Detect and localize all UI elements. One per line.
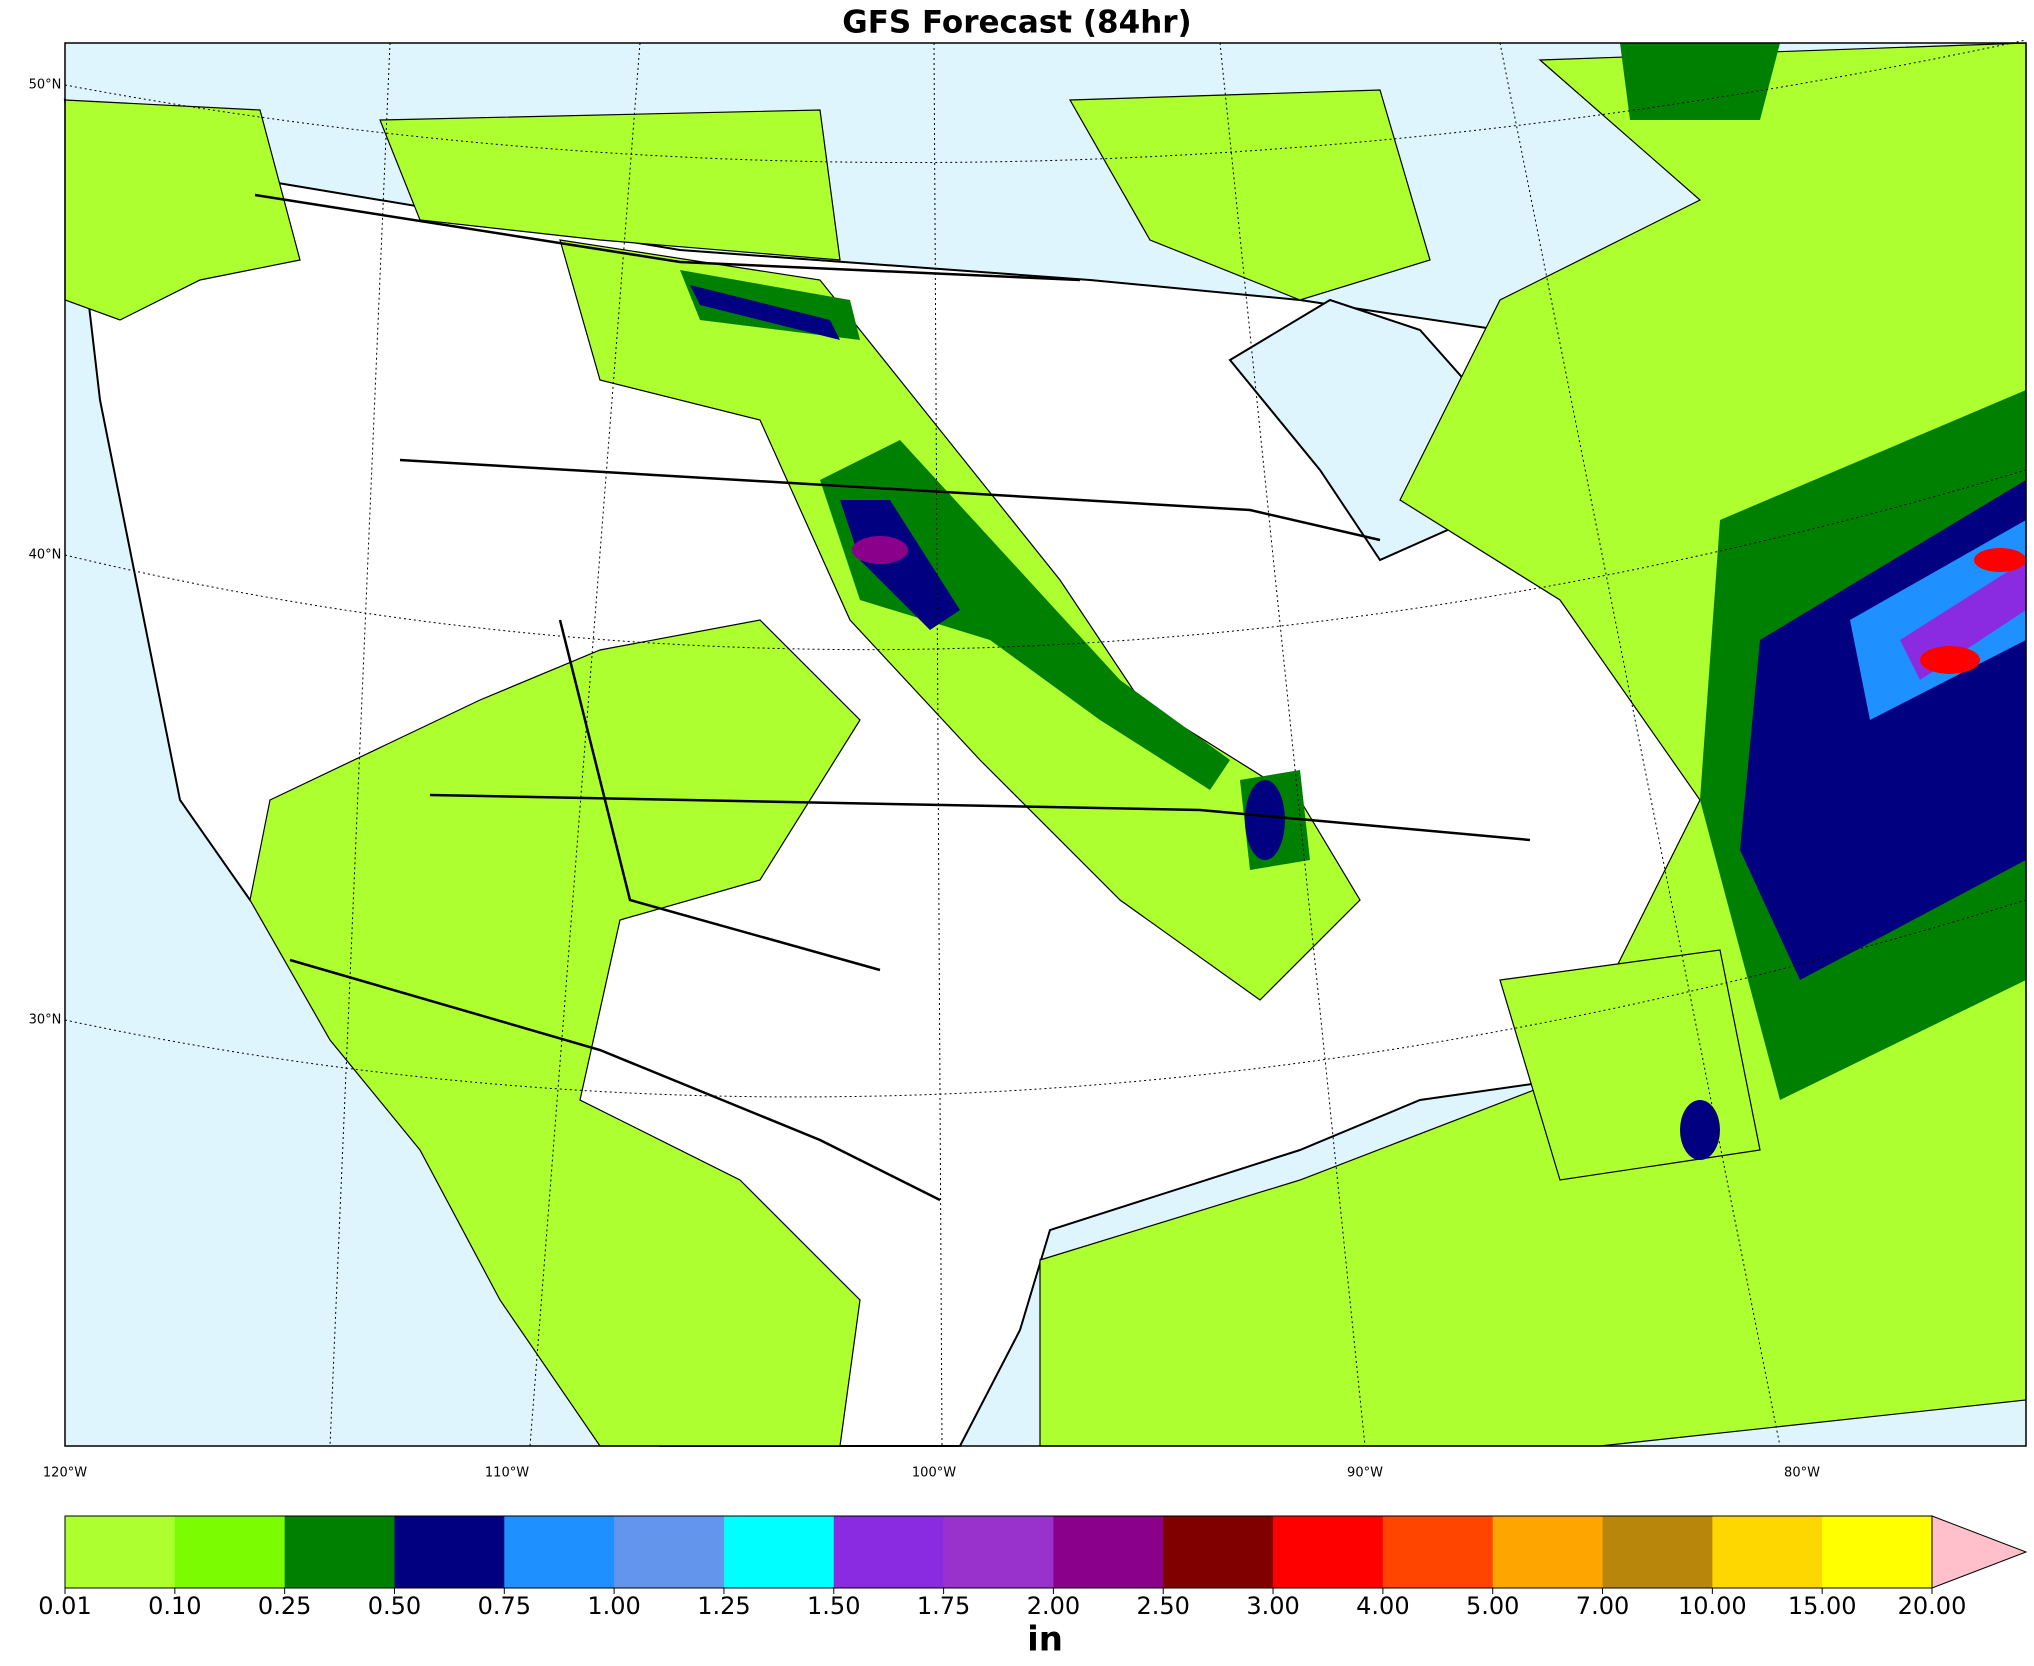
colorbar-tick-label: 1.00 — [587, 1592, 640, 1620]
colorbar-box — [1822, 1516, 1933, 1588]
lon-label: 110°W — [485, 1466, 529, 1481]
colorbar-box — [723, 1516, 835, 1588]
lat-labels: 50°N 40°N 30°N — [29, 78, 62, 1028]
colorbar-tick-label: 1.50 — [807, 1592, 860, 1620]
colorbar-tick-label: 10.00 — [1678, 1592, 1747, 1620]
colorbar-box — [1053, 1516, 1164, 1588]
colorbar-box — [394, 1516, 505, 1588]
colorbar-box — [1602, 1516, 1713, 1588]
precip-extreme — [852, 520, 2026, 720]
colorbar-extension — [1931, 1515, 2028, 1589]
colorbar-unit: in — [1027, 1620, 1063, 1660]
colorbar-box — [1163, 1516, 1274, 1588]
colorbar-box — [1382, 1516, 1494, 1588]
lat-label: 40°N — [29, 548, 62, 563]
colorbar-tick-label: 0.50 — [368, 1592, 421, 1620]
colorbar-box — [1492, 1516, 1604, 1588]
lon-label: 120°W — [43, 1466, 87, 1481]
colorbar-box — [504, 1516, 615, 1588]
lon-label: 80°W — [1784, 1466, 1820, 1481]
lon-labels: 120°W 110°W 100°W 90°W 80°W — [43, 1466, 1820, 1481]
colorbar: 0.01 0.10 0.25 0.50 0.75 1.00 1.25 1.50 1.75 2.00… — [38, 1515, 2028, 1620]
lon-label: 90°W — [1347, 1466, 1383, 1481]
lat-label: 50°N — [29, 78, 62, 93]
colorbar-tick-label: 2.00 — [1027, 1592, 1080, 1620]
colorbar-tick-label: 20.00 — [1898, 1592, 1967, 1620]
colorbar-box — [1273, 1516, 1384, 1588]
borders — [254, 193, 1531, 1202]
colorbar-box — [284, 1516, 395, 1588]
colorbar-tick-label: 2.50 — [1137, 1592, 1190, 1620]
colorbar-box — [174, 1516, 286, 1588]
colorbar-frame — [64, 1515, 1933, 1589]
colorbar-box — [65, 1516, 176, 1588]
lon-label: 100°W — [912, 1466, 956, 1481]
colorbar-tick-label: 4.00 — [1356, 1592, 1409, 1620]
colorbar-tick-label: 0.10 — [148, 1592, 201, 1620]
colorbar-tick-label: 5.00 — [1466, 1592, 1519, 1620]
colorbar-tick-label: 0.75 — [478, 1592, 531, 1620]
colorbar-tick-label: 0.01 — [38, 1592, 91, 1620]
colorbar-tick-label: 15.00 — [1788, 1592, 1857, 1620]
colorbar-box — [943, 1516, 1054, 1588]
colorbar-box — [614, 1516, 725, 1588]
colorbar-tick-label: 0.25 — [258, 1592, 311, 1620]
colorbar-box — [833, 1516, 945, 1588]
colorbar-tick-label: 7.00 — [1576, 1592, 1629, 1620]
map-frame — [64, 42, 2027, 1447]
map-title: GFS Forecast (84hr) — [842, 5, 1191, 41]
colorbar-tick-label: 1.25 — [697, 1592, 750, 1620]
colorbar-box — [1712, 1516, 1823, 1588]
map — [63, 39, 2027, 1447]
colorbar-tick-label: 3.00 — [1246, 1592, 1299, 1620]
colorbar-tick-label: 1.75 — [917, 1592, 970, 1620]
lat-label: 30°N — [29, 1013, 62, 1028]
graticule — [64, 39, 2027, 1447]
